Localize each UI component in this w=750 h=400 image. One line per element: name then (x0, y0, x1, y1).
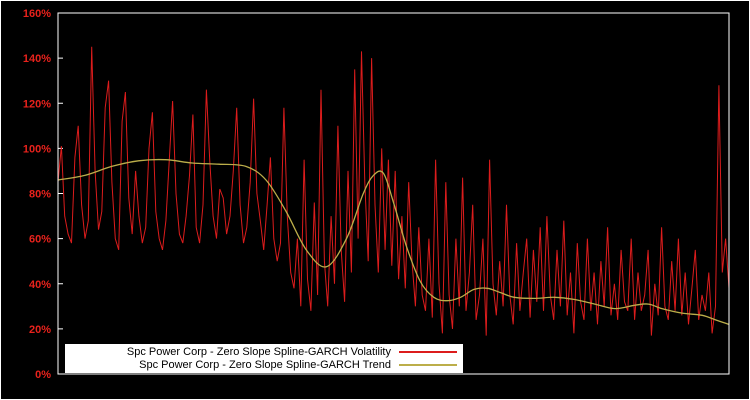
volatility-series (57, 46, 730, 336)
legend-label-volatility: Spc Power Corp - Zero Slope Spline-GARCH… (126, 345, 391, 358)
legend-line-volatility (399, 351, 457, 353)
legend-label-trend: Spc Power Corp - Zero Slope Spline-GARCH… (139, 358, 391, 371)
y-tick-label: 160% (23, 8, 51, 20)
plot-frame (57, 12, 730, 375)
chart-legend: Spc Power Corp - Zero Slope Spline-GARCH… (65, 344, 463, 373)
y-tick-label: 20% (29, 324, 51, 336)
y-tick-label: 100% (23, 143, 51, 155)
y-tick-label: 0% (35, 369, 51, 381)
legend-line-trend (399, 364, 457, 366)
y-tick-label: 140% (23, 53, 51, 65)
y-tick-label: 80% (29, 189, 51, 201)
legend-item-trend: Spc Power Corp - Zero Slope Spline-GARCH… (71, 359, 457, 372)
trend-series (57, 158, 730, 326)
y-tick-label: 60% (29, 234, 51, 246)
y-tick-label: 40% (29, 279, 51, 291)
legend-item-volatility: Spc Power Corp - Zero Slope Spline-GARCH… (71, 346, 457, 359)
y-tick-label: 120% (23, 98, 51, 110)
